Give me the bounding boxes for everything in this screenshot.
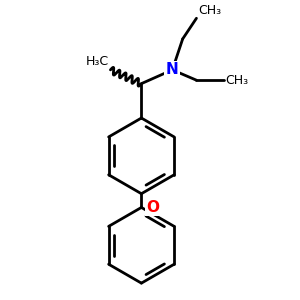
Text: H₃C: H₃C [85, 55, 109, 68]
Text: CH₃: CH₃ [226, 74, 249, 87]
Text: O: O [147, 200, 160, 215]
Text: CH₃: CH₃ [198, 4, 221, 16]
Text: N: N [166, 62, 179, 77]
